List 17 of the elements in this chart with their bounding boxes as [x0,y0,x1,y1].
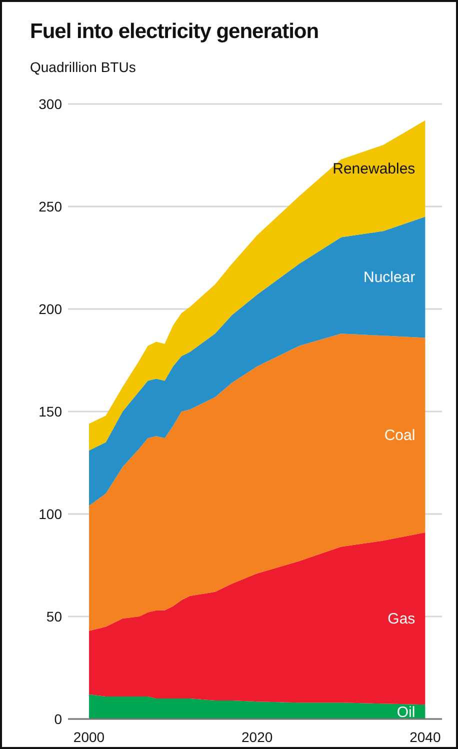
y-tick-label: 200 [38,301,62,317]
series-label: Renewables [332,160,416,178]
x-tick-label: 2020 [242,729,273,745]
y-tick-label: 150 [38,404,62,420]
y-tick-label: 50 [46,608,62,624]
series-label: Gas [388,610,416,628]
x-tick-label: 2040 [410,729,441,745]
chart-subtitle: Quadrillion BTUs [30,59,136,75]
y-tick-label: 0 [54,711,62,727]
x-tick-label: 2000 [73,729,105,745]
y-tick-label: 300 [38,96,62,112]
y-tick-label: 100 [38,506,62,522]
series-label: Oil [396,704,416,721]
series-label: Coal [384,427,416,444]
y-tick-label: 250 [38,198,62,214]
series-label: Nuclear [364,269,416,286]
chart-title: Fuel into electricity generation [30,20,319,43]
